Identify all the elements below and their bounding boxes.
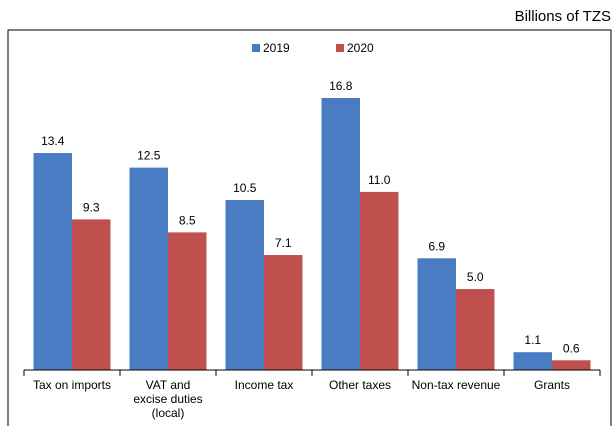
legend-swatch (252, 44, 260, 52)
x-tick-label: Non-tax revenue (411, 378, 501, 392)
value-label: 9.3 (83, 200, 100, 214)
bar (129, 167, 168, 370)
legend-label: 2019 (263, 41, 290, 55)
bar (264, 255, 303, 370)
bar (360, 191, 399, 370)
value-label: 11.0 (368, 173, 391, 187)
value-label: 13.4 (41, 134, 65, 148)
value-label: 6.9 (428, 239, 445, 253)
x-tick-label: Tax on imports (32, 378, 112, 392)
bar (552, 360, 591, 370)
bar (225, 200, 264, 370)
bar (321, 98, 360, 370)
value-label: 0.6 (563, 341, 580, 355)
bar (513, 352, 552, 370)
bar (72, 219, 111, 370)
frame (7, 29, 612, 426)
value-label: 5.0 (467, 270, 484, 284)
value-label: 8.5 (179, 213, 196, 227)
legend-label: 2020 (347, 41, 374, 55)
x-tick-label: VAT and excise duties (local) (133, 378, 203, 420)
x-tick-label: Other taxes (328, 378, 392, 392)
x-tick-label: Grants (533, 378, 570, 392)
unit-label: Billions of TZS (514, 8, 611, 25)
legend-swatch (336, 44, 344, 52)
value-label: 1.1 (524, 333, 541, 347)
value-label: 16.8 (329, 79, 353, 93)
value-label: 12.5 (137, 149, 161, 163)
bar (168, 232, 207, 370)
x-tick-label: Income tax (234, 378, 294, 392)
value-label: 7.1 (275, 236, 292, 250)
value-label: 10.5 (233, 181, 257, 195)
bar (456, 289, 495, 370)
bar (33, 153, 72, 370)
bar (417, 258, 456, 370)
